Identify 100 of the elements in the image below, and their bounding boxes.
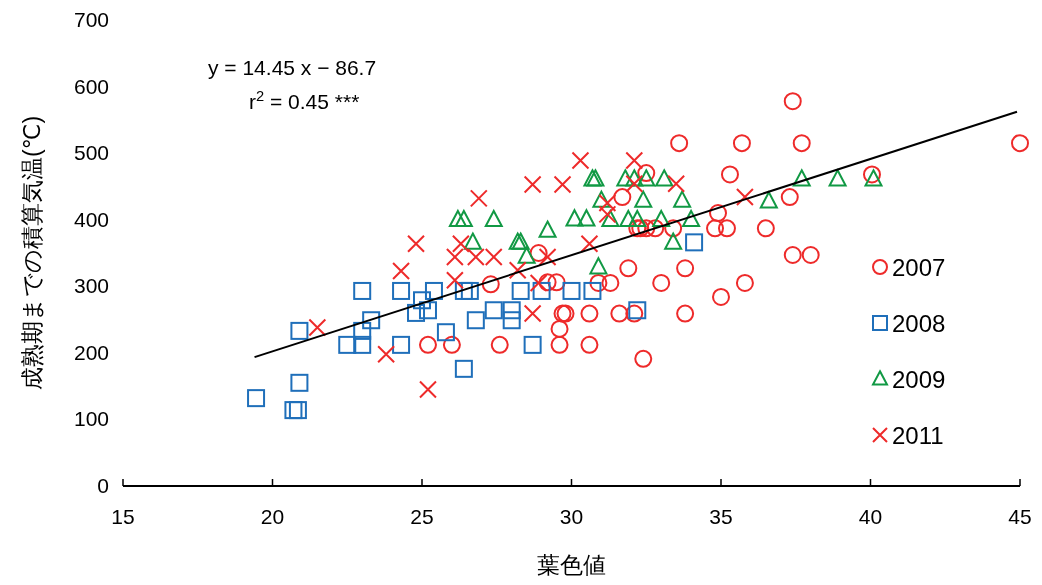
- point: [565, 209, 584, 227]
- point: [625, 174, 644, 193]
- point: [709, 204, 728, 223]
- point: [445, 247, 464, 266]
- point: [392, 335, 411, 354]
- point: [469, 189, 488, 208]
- x-tick-label: 15: [111, 505, 135, 528]
- point: [392, 261, 411, 280]
- point: [616, 169, 635, 187]
- point: [1011, 134, 1029, 153]
- point: [646, 219, 665, 238]
- point: [484, 301, 503, 320]
- point: [601, 209, 620, 228]
- point: [682, 209, 701, 228]
- y-tick-label: 300: [73, 274, 109, 298]
- point: [562, 281, 581, 300]
- x-tick-label: 35: [709, 505, 733, 528]
- point: [511, 281, 530, 300]
- point: [308, 318, 327, 337]
- point: [634, 349, 653, 368]
- y-tick-label: 500: [73, 141, 109, 165]
- point: [652, 209, 671, 228]
- point: [451, 234, 470, 253]
- point: [589, 257, 608, 275]
- point: [759, 191, 778, 209]
- point: [442, 335, 461, 354]
- point: [466, 311, 485, 330]
- annotation: r$^{2}$ = 0.45 ***: [249, 88, 360, 113]
- point: [290, 373, 309, 392]
- point: [673, 190, 692, 208]
- point: [529, 273, 548, 292]
- point: [454, 359, 473, 378]
- point: [362, 311, 381, 330]
- point: [625, 151, 644, 170]
- point: [667, 174, 686, 193]
- x-tick-label: 45: [1008, 505, 1032, 528]
- point: [625, 169, 644, 187]
- point: [466, 247, 485, 266]
- y-tick-label: 400: [73, 207, 109, 231]
- y-tick-label: 200: [73, 340, 109, 364]
- x-tick-label: 40: [858, 505, 883, 528]
- point: [523, 175, 542, 194]
- point: [538, 220, 557, 238]
- point: [353, 281, 372, 300]
- legend-label: 2009: [892, 366, 946, 393]
- point: [538, 247, 557, 266]
- point: [637, 164, 656, 183]
- point: [508, 261, 527, 280]
- point: [353, 335, 372, 354]
- point: [288, 401, 307, 420]
- point: [732, 134, 751, 153]
- point: [353, 321, 372, 340]
- point: [460, 281, 479, 300]
- legend-label: 2011: [892, 422, 944, 449]
- point: [780, 188, 799, 207]
- point: [392, 281, 411, 300]
- point: [664, 232, 683, 250]
- point: [538, 273, 557, 292]
- point: [550, 319, 569, 338]
- point: [448, 209, 467, 228]
- point: [598, 205, 617, 224]
- point: [580, 335, 599, 354]
- point: [553, 175, 572, 194]
- point: [676, 304, 695, 323]
- point: [523, 335, 542, 354]
- point: [619, 259, 638, 278]
- point: [418, 380, 437, 399]
- point: [532, 281, 551, 300]
- point: [454, 281, 473, 300]
- y-axis-title: 成熟期までの積算気温(℃): [19, 115, 45, 391]
- point: [735, 273, 754, 292]
- point: [613, 188, 632, 207]
- point: [792, 169, 811, 187]
- point: [676, 259, 695, 278]
- legend-label: 2007: [892, 254, 946, 281]
- point: [792, 134, 811, 153]
- point: [418, 335, 437, 354]
- point: [652, 273, 671, 292]
- point: [407, 234, 426, 253]
- point: [490, 335, 509, 354]
- point: [418, 301, 437, 320]
- point: [481, 275, 500, 294]
- point: [720, 165, 739, 184]
- point: [756, 219, 775, 238]
- point: [592, 190, 611, 208]
- point: [571, 151, 590, 170]
- point: [247, 389, 266, 408]
- point: [463, 232, 482, 250]
- point: [601, 273, 620, 292]
- point: [454, 209, 473, 228]
- point: [445, 271, 464, 290]
- x-tick-label: 20: [260, 505, 285, 528]
- point: [783, 246, 802, 264]
- point: [529, 244, 548, 262]
- point: [424, 281, 443, 300]
- point: [580, 234, 599, 253]
- point: [589, 273, 608, 292]
- point: [436, 323, 455, 342]
- point: [864, 169, 883, 187]
- point: [413, 291, 431, 310]
